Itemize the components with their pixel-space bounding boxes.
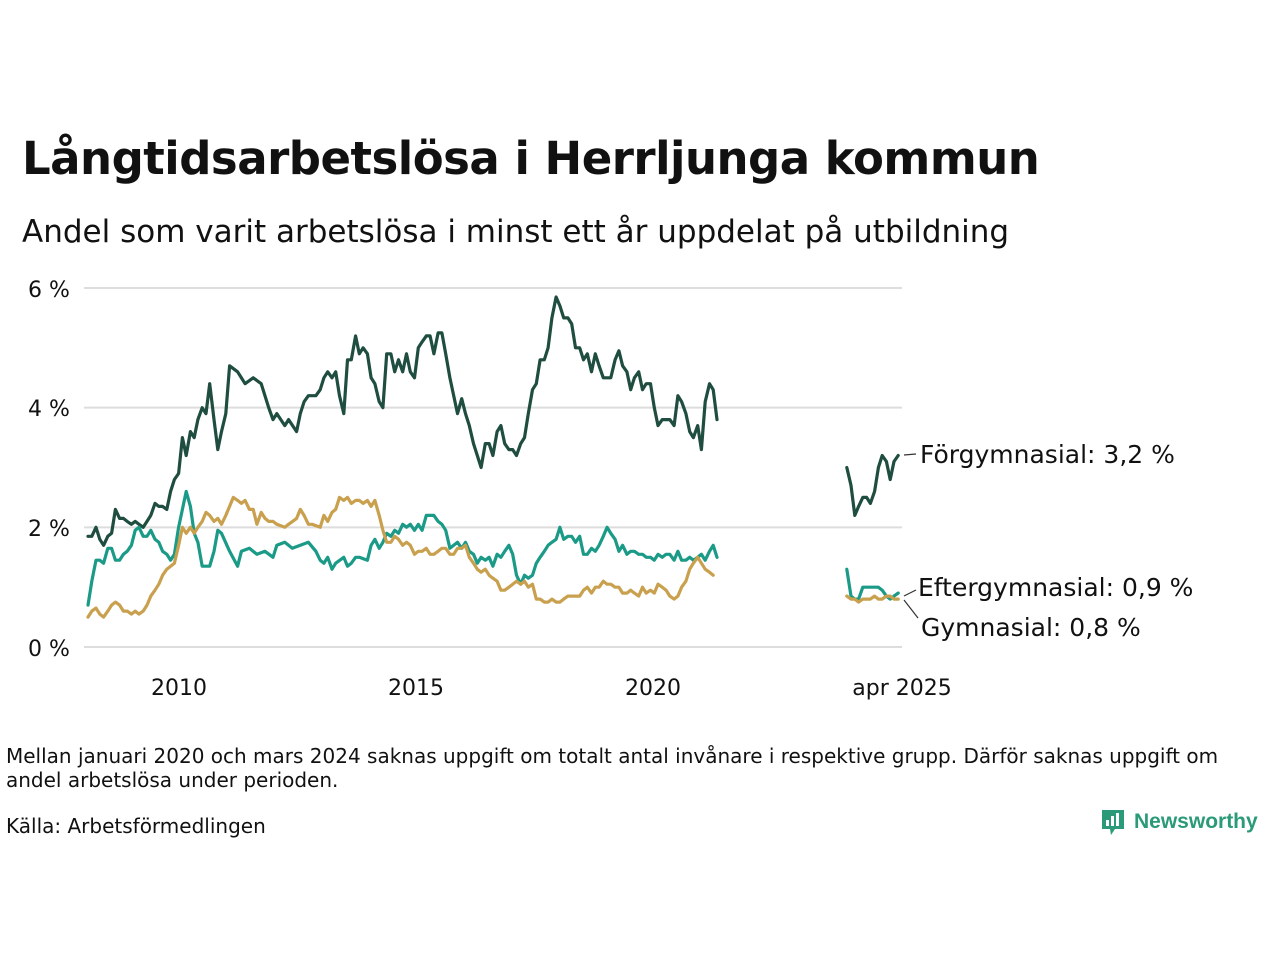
y-tick-label: 0 %: [28, 637, 70, 662]
y-tick-label: 4 %: [28, 397, 70, 422]
source-text: Källa: Arbetsförmedlingen: [6, 814, 266, 838]
bar-chart-icon: [1102, 810, 1124, 835]
series-line-forgymnasial-segment-2: [845, 453, 900, 517]
newsworthy-logo: Newsworthy: [1100, 808, 1258, 836]
label-leader: [903, 599, 919, 619]
x-tick-label: 2010: [151, 676, 207, 701]
y-tick-label: 2 %: [28, 517, 70, 542]
chart-subtitle: Andel som varit arbetslösa i minst ett å…: [22, 214, 1010, 250]
line-chart: 0 % 2 % 4 % 6 % 2010 2015 2020 apr 2025 …: [28, 278, 1193, 701]
label-leader: [903, 589, 917, 597]
end-labels: Förgymnasial: 3,2 % Eftergymnasial: 0,9 …: [903, 440, 1193, 642]
label-leader: [903, 453, 917, 456]
series-line-forgymnasial-segment-1: [86, 295, 719, 547]
x-axis: 2010 2015 2020 apr 2025: [151, 676, 952, 701]
gridlines: [84, 287, 902, 648]
series-line-gymnasial-segment-2: [845, 594, 900, 604]
series-line-gymnasial-segment-1: [86, 495, 715, 619]
y-axis: 0 % 2 % 4 % 6 %: [28, 278, 70, 662]
x-tick-label: 2015: [388, 676, 444, 701]
series-line-eftergymnasial-segment-1: [86, 489, 719, 607]
chart-title: Långtidsarbetslösa i Herrljunga kommun: [22, 132, 1040, 185]
series-label-forgymnasial: Förgymnasial: 3,2 %: [920, 440, 1175, 469]
footnote: Mellan januari 2020 och mars 2024 saknas…: [6, 744, 1219, 792]
series-label-eftergymnasial: Eftergymnasial: 0,9 %: [918, 573, 1193, 602]
y-tick-label: 6 %: [28, 278, 70, 303]
logo-text: Newsworthy: [1134, 810, 1258, 833]
series-label-gymnasial: Gymnasial: 0,8 %: [921, 613, 1141, 642]
x-tick-label: apr 2025: [852, 676, 951, 701]
series-lines: [86, 295, 900, 619]
x-tick-label: 2020: [625, 676, 681, 701]
